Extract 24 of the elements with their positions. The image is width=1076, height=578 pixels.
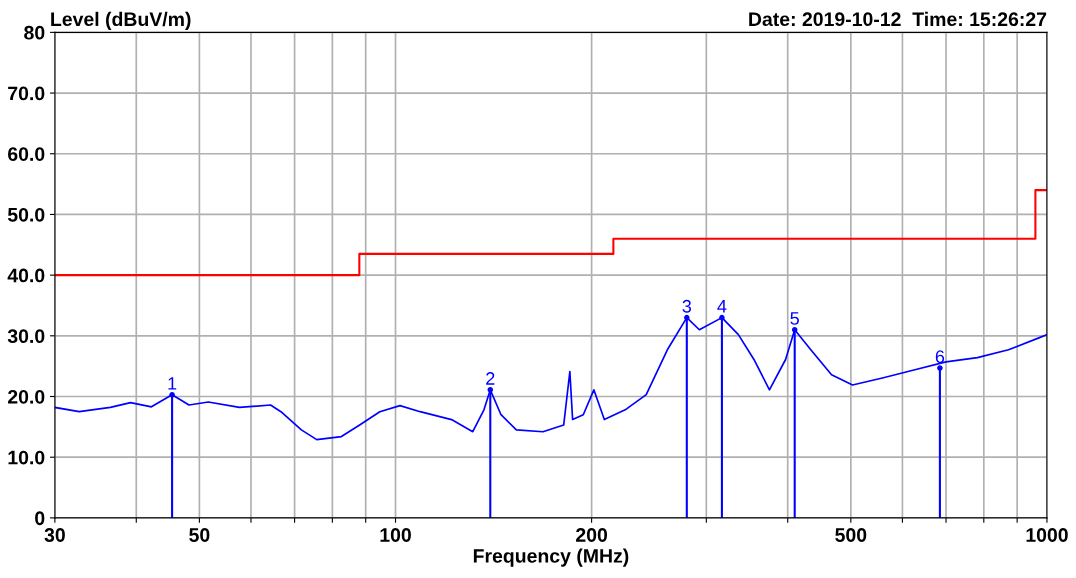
annotation: 4 [717, 300, 727, 313]
y-tick-label: 40.0 [7, 268, 45, 283]
x-tick-label: 100 [380, 528, 411, 542]
y-tick-label: 0 [35, 511, 45, 526]
y-tick-label: 70.0 [8, 86, 45, 101]
x-tick-label: 50 [189, 528, 210, 542]
text: Date: 2019-10-12 Time: 15:26:27 [749, 11, 1047, 27]
y-tick-label: 20.0 [7, 389, 45, 404]
x-tick-label: 30 [44, 528, 65, 542]
annotation: 5 [790, 312, 799, 325]
y-axis-title: Level (dBuV/m) [51, 11, 191, 30]
x-axis-title: Frequency (MHz) [473, 548, 629, 567]
y-tick-label: 60.0 [8, 147, 45, 161]
annotation: 3 [682, 299, 692, 313]
x-tick-label: 1000 [1026, 528, 1068, 542]
y-tick-label: 80 [24, 25, 45, 40]
y-tick-label: 10.0 [8, 450, 45, 465]
annotation: 2 [486, 372, 495, 385]
annotation: 6 [935, 350, 945, 364]
annotation: 1 [168, 377, 177, 390]
y-tick-label: 50.0 [7, 207, 45, 222]
x-tick-label: 500 [835, 528, 867, 542]
x-tick-label: 200 [576, 528, 608, 542]
y-tick-label: 30.0 [7, 329, 45, 344]
